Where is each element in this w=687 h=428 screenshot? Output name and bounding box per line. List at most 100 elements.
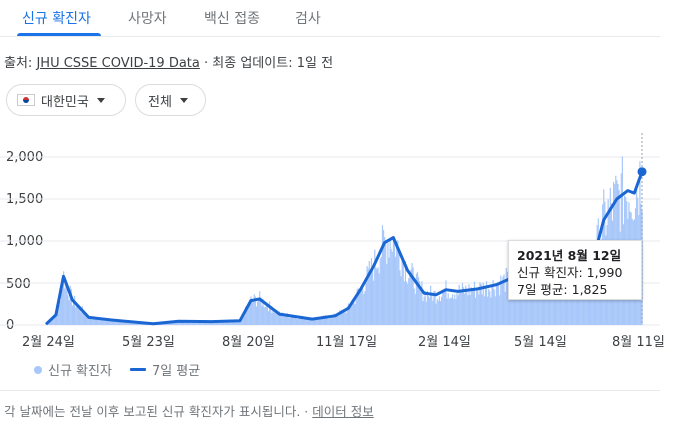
daily-case-bar — [275, 313, 277, 325]
daily-case-bar — [393, 236, 396, 325]
daily-case-bar — [213, 321, 215, 325]
daily-case-bar — [353, 298, 355, 325]
daily-case-bar — [61, 288, 64, 325]
daily-case-bar — [404, 261, 407, 325]
daily-case-bar — [489, 291, 491, 325]
daily-case-bar — [79, 310, 81, 325]
daily-case-bar — [205, 322, 207, 325]
tab-new-cases[interactable]: 신규 확진자 — [22, 11, 91, 27]
daily-case-bar — [214, 322, 216, 325]
scope-dropdown[interactable]: 전체 — [135, 84, 206, 116]
daily-case-bar — [112, 320, 114, 325]
daily-case-bar — [231, 320, 233, 325]
daily-case-bar — [182, 321, 184, 325]
daily-case-bar — [511, 281, 513, 325]
daily-case-bar — [86, 316, 88, 325]
caret-down-icon — [179, 97, 188, 103]
daily-case-bar — [473, 281, 476, 325]
daily-case-bar — [278, 311, 281, 325]
daily-case-bar — [78, 304, 80, 325]
daily-case-bar — [419, 281, 421, 325]
x-tick-label: 8월 20일 — [222, 335, 275, 350]
daily-case-bar — [50, 319, 53, 325]
daily-case-bar — [536, 284, 538, 325]
daily-case-bar — [338, 316, 340, 325]
daily-case-bar — [221, 321, 224, 325]
daily-case-bar — [450, 297, 453, 325]
daily-case-bar — [535, 283, 537, 325]
tab-tests[interactable]: 검사 — [295, 11, 321, 27]
daily-case-bar — [45, 324, 47, 325]
daily-case-bar — [423, 296, 425, 325]
daily-case-bar — [293, 316, 295, 325]
daily-case-bar — [102, 320, 104, 325]
region-dropdown[interactable]: 대한민국 — [6, 84, 126, 116]
daily-case-bar — [69, 285, 71, 325]
daily-case-bar — [491, 286, 493, 325]
tab-deaths[interactable]: 사망자 — [128, 11, 167, 27]
data-info-link[interactable]: 데이터 정보 — [312, 404, 374, 419]
daily-case-bar — [562, 283, 564, 325]
daily-case-bar — [323, 317, 325, 325]
daily-case-bar — [471, 291, 473, 325]
x-tick-label: 5월 14일 — [514, 335, 567, 350]
daily-case-bar — [84, 313, 87, 325]
daily-case-bar — [407, 283, 409, 325]
daily-case-bar — [402, 261, 404, 325]
daily-case-bar — [276, 310, 278, 325]
daily-case-bar — [464, 293, 466, 325]
daily-case-bar — [381, 225, 384, 325]
daily-case-bar — [235, 320, 237, 325]
daily-case-bar — [261, 305, 263, 325]
daily-case-bar — [265, 303, 267, 325]
daily-case-bar — [237, 319, 239, 325]
daily-case-bar — [103, 320, 105, 325]
caret-down-icon — [96, 97, 105, 103]
daily-case-bar — [201, 321, 203, 325]
x-tick-label: 5월 23일 — [122, 335, 175, 350]
daily-case-bar — [368, 261, 370, 325]
tab-vaccination[interactable]: 백신 접종 — [204, 11, 260, 27]
y-tick-500: 500 — [6, 277, 31, 292]
line-legend-label: 7일 평균 — [151, 364, 201, 379]
daily-case-bar — [198, 321, 201, 325]
daily-case-bar — [186, 322, 189, 325]
daily-case-bar — [253, 294, 255, 325]
daily-case-bar — [545, 288, 547, 325]
daily-case-bar — [354, 304, 356, 325]
daily-case-bar — [295, 317, 297, 325]
daily-case-bar — [433, 291, 435, 325]
daily-case-bar — [492, 280, 494, 325]
daily-case-bar — [100, 317, 102, 325]
daily-case-bar — [502, 276, 504, 325]
daily-case-bar — [72, 301, 75, 325]
daily-case-bar — [316, 319, 318, 325]
tooltip-date: 2021년 8월 12일 — [517, 248, 622, 263]
daily-case-bar — [122, 320, 124, 325]
daily-case-bar — [385, 240, 387, 325]
daily-case-bar — [120, 321, 122, 325]
daily-case-bar — [361, 285, 363, 325]
daily-case-bar — [369, 273, 371, 325]
daily-case-bar — [328, 318, 330, 325]
daily-case-bar — [641, 211, 643, 325]
daily-case-bar — [426, 291, 428, 325]
daily-case-bar — [299, 317, 301, 325]
daily-case-bar — [362, 288, 364, 325]
daily-case-bar — [294, 316, 296, 325]
daily-case-bar — [401, 258, 403, 325]
daily-case-bar — [90, 318, 92, 325]
daily-case-bar — [485, 281, 488, 325]
daily-case-bar — [384, 237, 386, 325]
daily-case-bar — [446, 298, 448, 325]
tooltip-average: 7일 평균: 1,825 — [517, 282, 608, 297]
daily-case-bar — [488, 288, 490, 325]
daily-case-bar — [244, 306, 247, 325]
daily-case-bar — [386, 263, 388, 325]
daily-case-bar — [305, 319, 307, 325]
daily-case-bar — [218, 321, 220, 325]
daily-case-bar — [345, 312, 347, 325]
daily-case-bar — [574, 275, 576, 325]
source-link[interactable]: JHU CSSE COVID-19 Data — [36, 56, 200, 71]
daily-case-bar — [191, 322, 193, 325]
